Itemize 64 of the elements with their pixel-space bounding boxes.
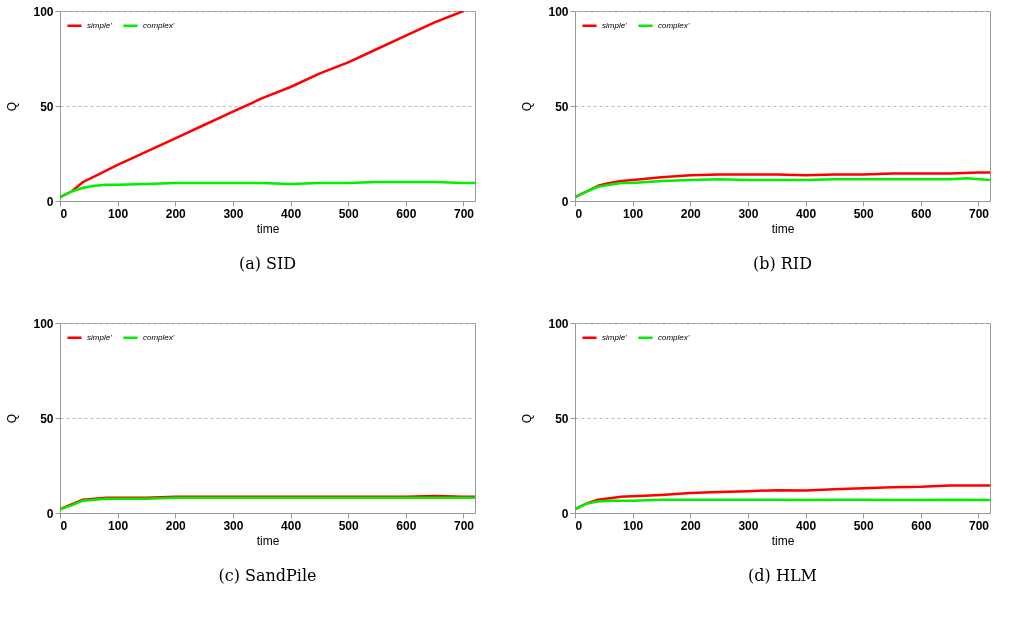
y-tick-label: 100: [548, 316, 569, 331]
x-tick-label: 300: [738, 206, 759, 221]
y-tick-label: 50: [555, 99, 569, 114]
x-tick-label: 500: [853, 518, 875, 533]
x-tick-label: 300: [738, 518, 759, 533]
x-tick-label: 200: [165, 206, 187, 221]
text: (a) SID: [238, 254, 297, 273]
x-tick-label: 200: [680, 206, 702, 221]
legend-label: simple': [602, 20, 628, 30]
x-tick-label: 600: [911, 518, 932, 533]
x-tick-label: 100: [623, 518, 644, 533]
x-tick-label: 100: [108, 518, 129, 533]
y-tick-label: 100: [33, 316, 54, 331]
y-axis-title: Q: [520, 413, 535, 424]
x-tick-label: 0: [60, 518, 68, 533]
y-tick-label: 0: [46, 506, 54, 521]
y-tick-label: 50: [40, 411, 54, 426]
x-axis-title: time: [256, 221, 280, 236]
y-tick-label: 0: [46, 194, 54, 209]
y-tick-label: 100: [548, 4, 569, 19]
y-tick-label: 50: [40, 99, 54, 114]
x-tick-label: 300: [223, 518, 244, 533]
x-tick-label: 300: [223, 206, 244, 221]
legend-label: simple': [87, 20, 113, 30]
text: (c) SandPile: [218, 566, 317, 585]
x-axis-title: time: [771, 221, 795, 236]
text: (b) RID: [752, 254, 813, 273]
x-tick-label: 600: [396, 206, 417, 221]
y-axis-title: Q: [520, 101, 535, 112]
x-tick-label: 400: [796, 206, 817, 221]
x-tick-label: 100: [108, 206, 129, 221]
x-tick-label: 600: [396, 518, 417, 533]
x-tick-label: 0: [60, 206, 68, 221]
x-tick-label: 700: [968, 206, 990, 221]
legend-label: complex': [143, 20, 175, 30]
y-tick-label: 100: [33, 4, 54, 19]
legend-label: complex': [658, 20, 690, 30]
y-tick-label: 0: [561, 506, 569, 521]
x-axis-title: time: [256, 533, 280, 548]
legend-label: complex': [658, 332, 690, 342]
legend-label: simple': [87, 332, 113, 342]
x-tick-label: 700: [968, 518, 990, 533]
x-tick-label: 500: [338, 206, 360, 221]
x-tick-label: 500: [338, 518, 360, 533]
x-tick-label: 700: [453, 206, 475, 221]
x-tick-label: 200: [680, 518, 702, 533]
y-tick-label: 50: [555, 411, 569, 426]
x-tick-label: 0: [575, 206, 583, 221]
x-axis-title: time: [771, 533, 795, 548]
y-axis-title: Q: [5, 413, 20, 424]
legend-label: simple': [602, 332, 628, 342]
x-tick-label: 500: [853, 206, 875, 221]
y-axis-title: Q: [5, 101, 20, 112]
y-tick-label: 0: [561, 194, 569, 209]
x-tick-label: 400: [281, 518, 302, 533]
x-tick-label: 0: [575, 518, 583, 533]
x-tick-label: 200: [165, 518, 187, 533]
x-tick-label: 100: [623, 206, 644, 221]
text: (d) HLM: [748, 566, 817, 585]
x-tick-label: 400: [796, 518, 817, 533]
x-tick-label: 600: [911, 206, 932, 221]
x-tick-label: 400: [281, 206, 302, 221]
x-tick-label: 700: [453, 518, 475, 533]
legend-label: complex': [143, 332, 175, 342]
